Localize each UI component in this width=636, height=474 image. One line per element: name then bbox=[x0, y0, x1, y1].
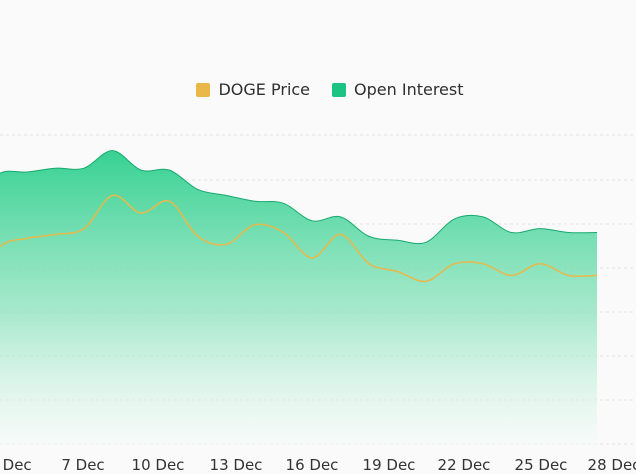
x-axis: 4 Dec 7 Dec 10 Dec 13 Dec 16 Dec 19 Dec 22 Dec… bbox=[0, 456, 636, 474]
x-tick-label: 28 Dec bbox=[588, 456, 636, 474]
doge-price-line bbox=[0, 194, 598, 283]
open-interest-line bbox=[0, 150, 598, 245]
x-tick-label: 19 Dec bbox=[363, 456, 416, 474]
legend-item-doge-price[interactable]: DOGE Price bbox=[196, 80, 310, 99]
legend-item-open-interest[interactable]: Open Interest bbox=[332, 80, 464, 99]
x-tick-label: 7 Dec bbox=[61, 456, 104, 474]
legend-swatch-open-interest bbox=[332, 82, 347, 97]
open-interest-area bbox=[0, 150, 597, 445]
legend-swatch-doge-price bbox=[196, 82, 211, 97]
legend-label-doge-price: DOGE Price bbox=[218, 80, 311, 99]
x-tick-label: 16 Dec bbox=[286, 456, 339, 474]
x-tick-label: 4 Dec bbox=[0, 456, 32, 474]
x-tick-label: 10 Dec bbox=[132, 456, 185, 474]
x-tick-label: 22 Dec bbox=[438, 456, 491, 474]
x-tick-label: 25 Dec bbox=[515, 456, 568, 474]
legend-label-open-interest: Open Interest bbox=[354, 80, 464, 99]
x-tick-label: 13 Dec bbox=[210, 456, 263, 474]
chart-legend: DOGE Price Open Interest bbox=[0, 80, 636, 99]
